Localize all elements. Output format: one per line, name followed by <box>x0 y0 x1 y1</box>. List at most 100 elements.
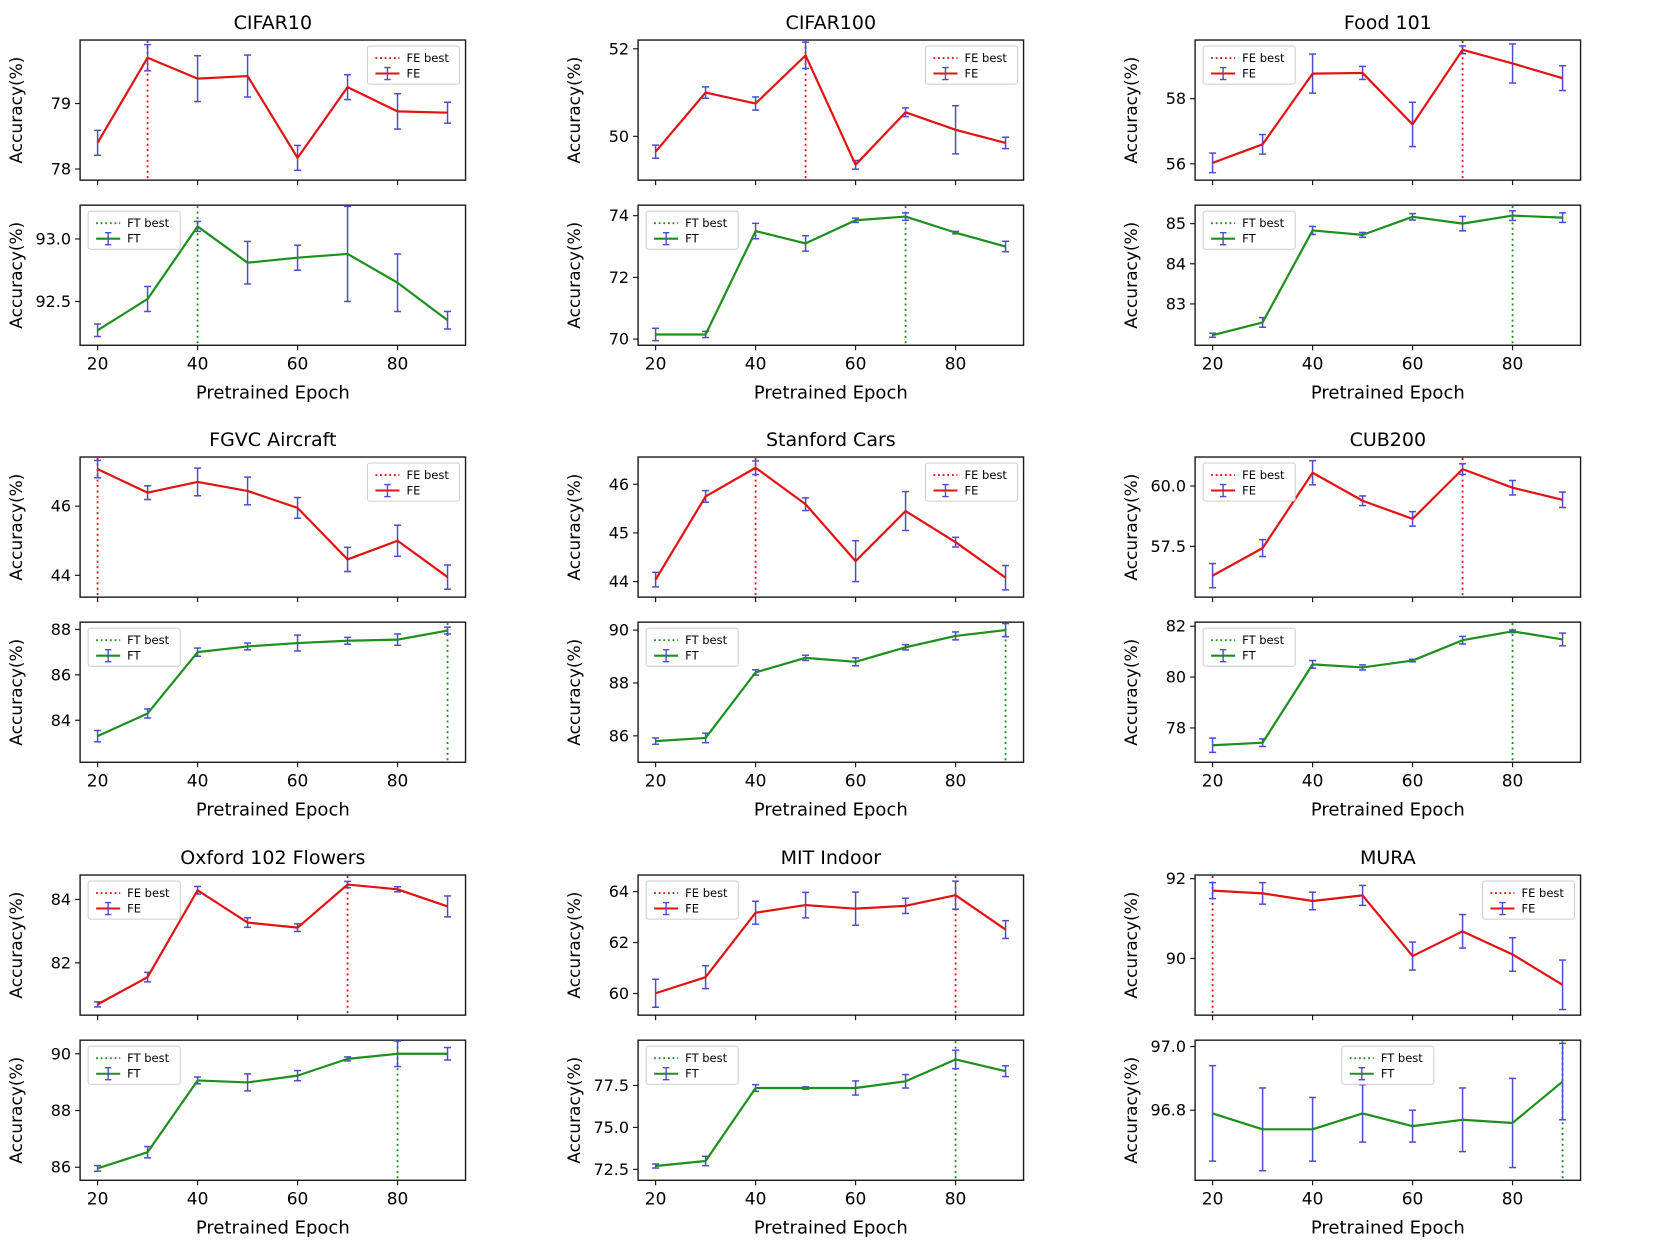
legend-label-ft: FT <box>685 649 699 663</box>
figure-oxford-102-flowers: Oxford 102 Flowers 82 84 Accuracy(%) FE best… <box>7 847 467 1238</box>
y-tick-label: 90 <box>1166 949 1186 968</box>
y-tick-label: 60 <box>608 984 628 1003</box>
x-tick-label: 40 <box>1302 354 1324 374</box>
y-tick-label: 58 <box>1166 89 1186 108</box>
y-tick-label: 70 <box>608 330 628 349</box>
legend-label-fe: FE <box>964 484 978 498</box>
x-tick-label: 80 <box>387 354 409 374</box>
figure-title: CIFAR10 <box>234 12 312 34</box>
legend-label-fe-best: FE best <box>1242 468 1285 482</box>
x-tick-label: 20 <box>644 1189 666 1209</box>
y-tick-label: 72.5 <box>593 1160 629 1179</box>
y-tick-label: 52 <box>608 39 628 58</box>
legend-label-fe-best: FE best <box>964 51 1007 65</box>
legend-label-fe-best: FE best <box>406 51 449 65</box>
x-tick-label: 80 <box>1502 772 1524 792</box>
y-tick-label: 92.5 <box>35 292 71 311</box>
x-tick-label: 80 <box>1502 1189 1524 1209</box>
x-axis-label: Pretrained Epoch <box>1311 800 1465 821</box>
ft-line <box>97 629 448 738</box>
ft-line <box>655 215 1006 336</box>
y-tick-label: 72 <box>608 268 628 287</box>
y-tick-label: 46 <box>608 475 628 494</box>
y-tick-label: 84 <box>51 711 71 730</box>
fe-line <box>97 883 448 1005</box>
y-tick-label: 83 <box>1166 294 1186 313</box>
y-tick-label: 64 <box>608 882 628 901</box>
y-axis-label: Accuracy(%) <box>1122 222 1142 329</box>
y-tick-label: 86 <box>51 666 71 685</box>
legend-label-fe: FE <box>1242 67 1256 81</box>
ft-subplot: 83 84 85 Accuracy(%) FT best FT 20 40 60 80 Pretra… <box>1122 204 1582 403</box>
y-tick-label: 50 <box>608 127 628 146</box>
figure-title: Oxford 102 Flowers <box>180 847 365 869</box>
fe-subplot: 57.5 60.0 Accuracy(%) FE best FE <box>1122 456 1582 603</box>
x-tick-label: 60 <box>844 1189 866 1209</box>
x-tick-label: 60 <box>287 1189 309 1209</box>
y-tick-label: 86 <box>608 727 628 746</box>
fe-subplot: 44 45 46 Accuracy(%) FE best FE <box>565 456 1024 603</box>
ft-line <box>1212 1080 1564 1131</box>
legend-label-ft-best: FT best <box>1242 634 1284 648</box>
y-tick-label: 62 <box>608 933 628 952</box>
y-tick-label: 96.8 <box>1151 1100 1187 1119</box>
legend-label-fe-best: FE best <box>1522 886 1565 900</box>
x-tick-label: 40 <box>187 354 209 374</box>
y-axis-label: Accuracy(%) <box>7 639 27 746</box>
figure-stanford-cars: Stanford Cars 44 45 46 Accuracy(%) FE best FE 8… <box>565 429 1024 821</box>
legend-label-fe-best: FE best <box>406 468 449 482</box>
x-tick-label: 60 <box>1402 1189 1424 1209</box>
y-axis-label: Accuracy(%) <box>7 222 27 329</box>
x-tick-label: 40 <box>744 772 766 792</box>
x-tick-label: 20 <box>1202 1189 1224 1209</box>
y-axis-label: Accuracy(%) <box>565 1056 585 1163</box>
y-tick-label: 77.5 <box>593 1076 629 1095</box>
legend-label-ft: FT <box>685 232 699 246</box>
y-tick-label: 57.5 <box>1151 537 1187 556</box>
legend-label-fe: FE <box>964 67 978 81</box>
legend-label-ft: FT <box>685 1066 699 1080</box>
y-tick-label: 75.0 <box>593 1118 629 1137</box>
legend-label-fe-best: FE best <box>1242 51 1285 65</box>
x-tick-label: 40 <box>1302 1189 1324 1209</box>
y-axis-label: Accuracy(%) <box>565 639 585 746</box>
y-tick-label: 85 <box>1166 214 1186 233</box>
x-tick-label: 80 <box>1502 354 1524 374</box>
y-tick-label: 88 <box>608 674 628 693</box>
ft-error-bars <box>94 1039 452 1172</box>
y-tick-label: 84 <box>1166 254 1186 273</box>
y-tick-label: 78 <box>1166 719 1186 738</box>
legend-label-ft-best: FT best <box>1242 216 1284 230</box>
x-axis-label: Pretrained Epoch <box>196 800 350 821</box>
legend-label-fe: FE <box>685 901 699 915</box>
y-axis-label: Accuracy(%) <box>1122 1056 1142 1163</box>
x-tick-label: 40 <box>187 772 209 792</box>
y-axis-label: Accuracy(%) <box>565 474 585 581</box>
ft-line <box>1212 630 1564 747</box>
ft-subplot: 92.5 93.0 Accuracy(%) FT best FT 20 40 60 80 Pret… <box>7 204 467 403</box>
ft-subplot: 70 72 74 Accuracy(%) FT best FT 20 40 60 80 Pretra… <box>565 204 1024 403</box>
figure-title: CUB200 <box>1350 429 1427 451</box>
ft-line <box>97 1052 448 1170</box>
y-tick-label: 82 <box>51 953 71 972</box>
legend-label-ft: FT <box>1242 232 1256 246</box>
figure-title: MIT Indoor <box>780 847 881 869</box>
x-axis-label: Pretrained Epoch <box>196 382 350 403</box>
y-tick-label: 88 <box>51 1101 71 1120</box>
legend-label-fe-best: FE best <box>685 886 728 900</box>
